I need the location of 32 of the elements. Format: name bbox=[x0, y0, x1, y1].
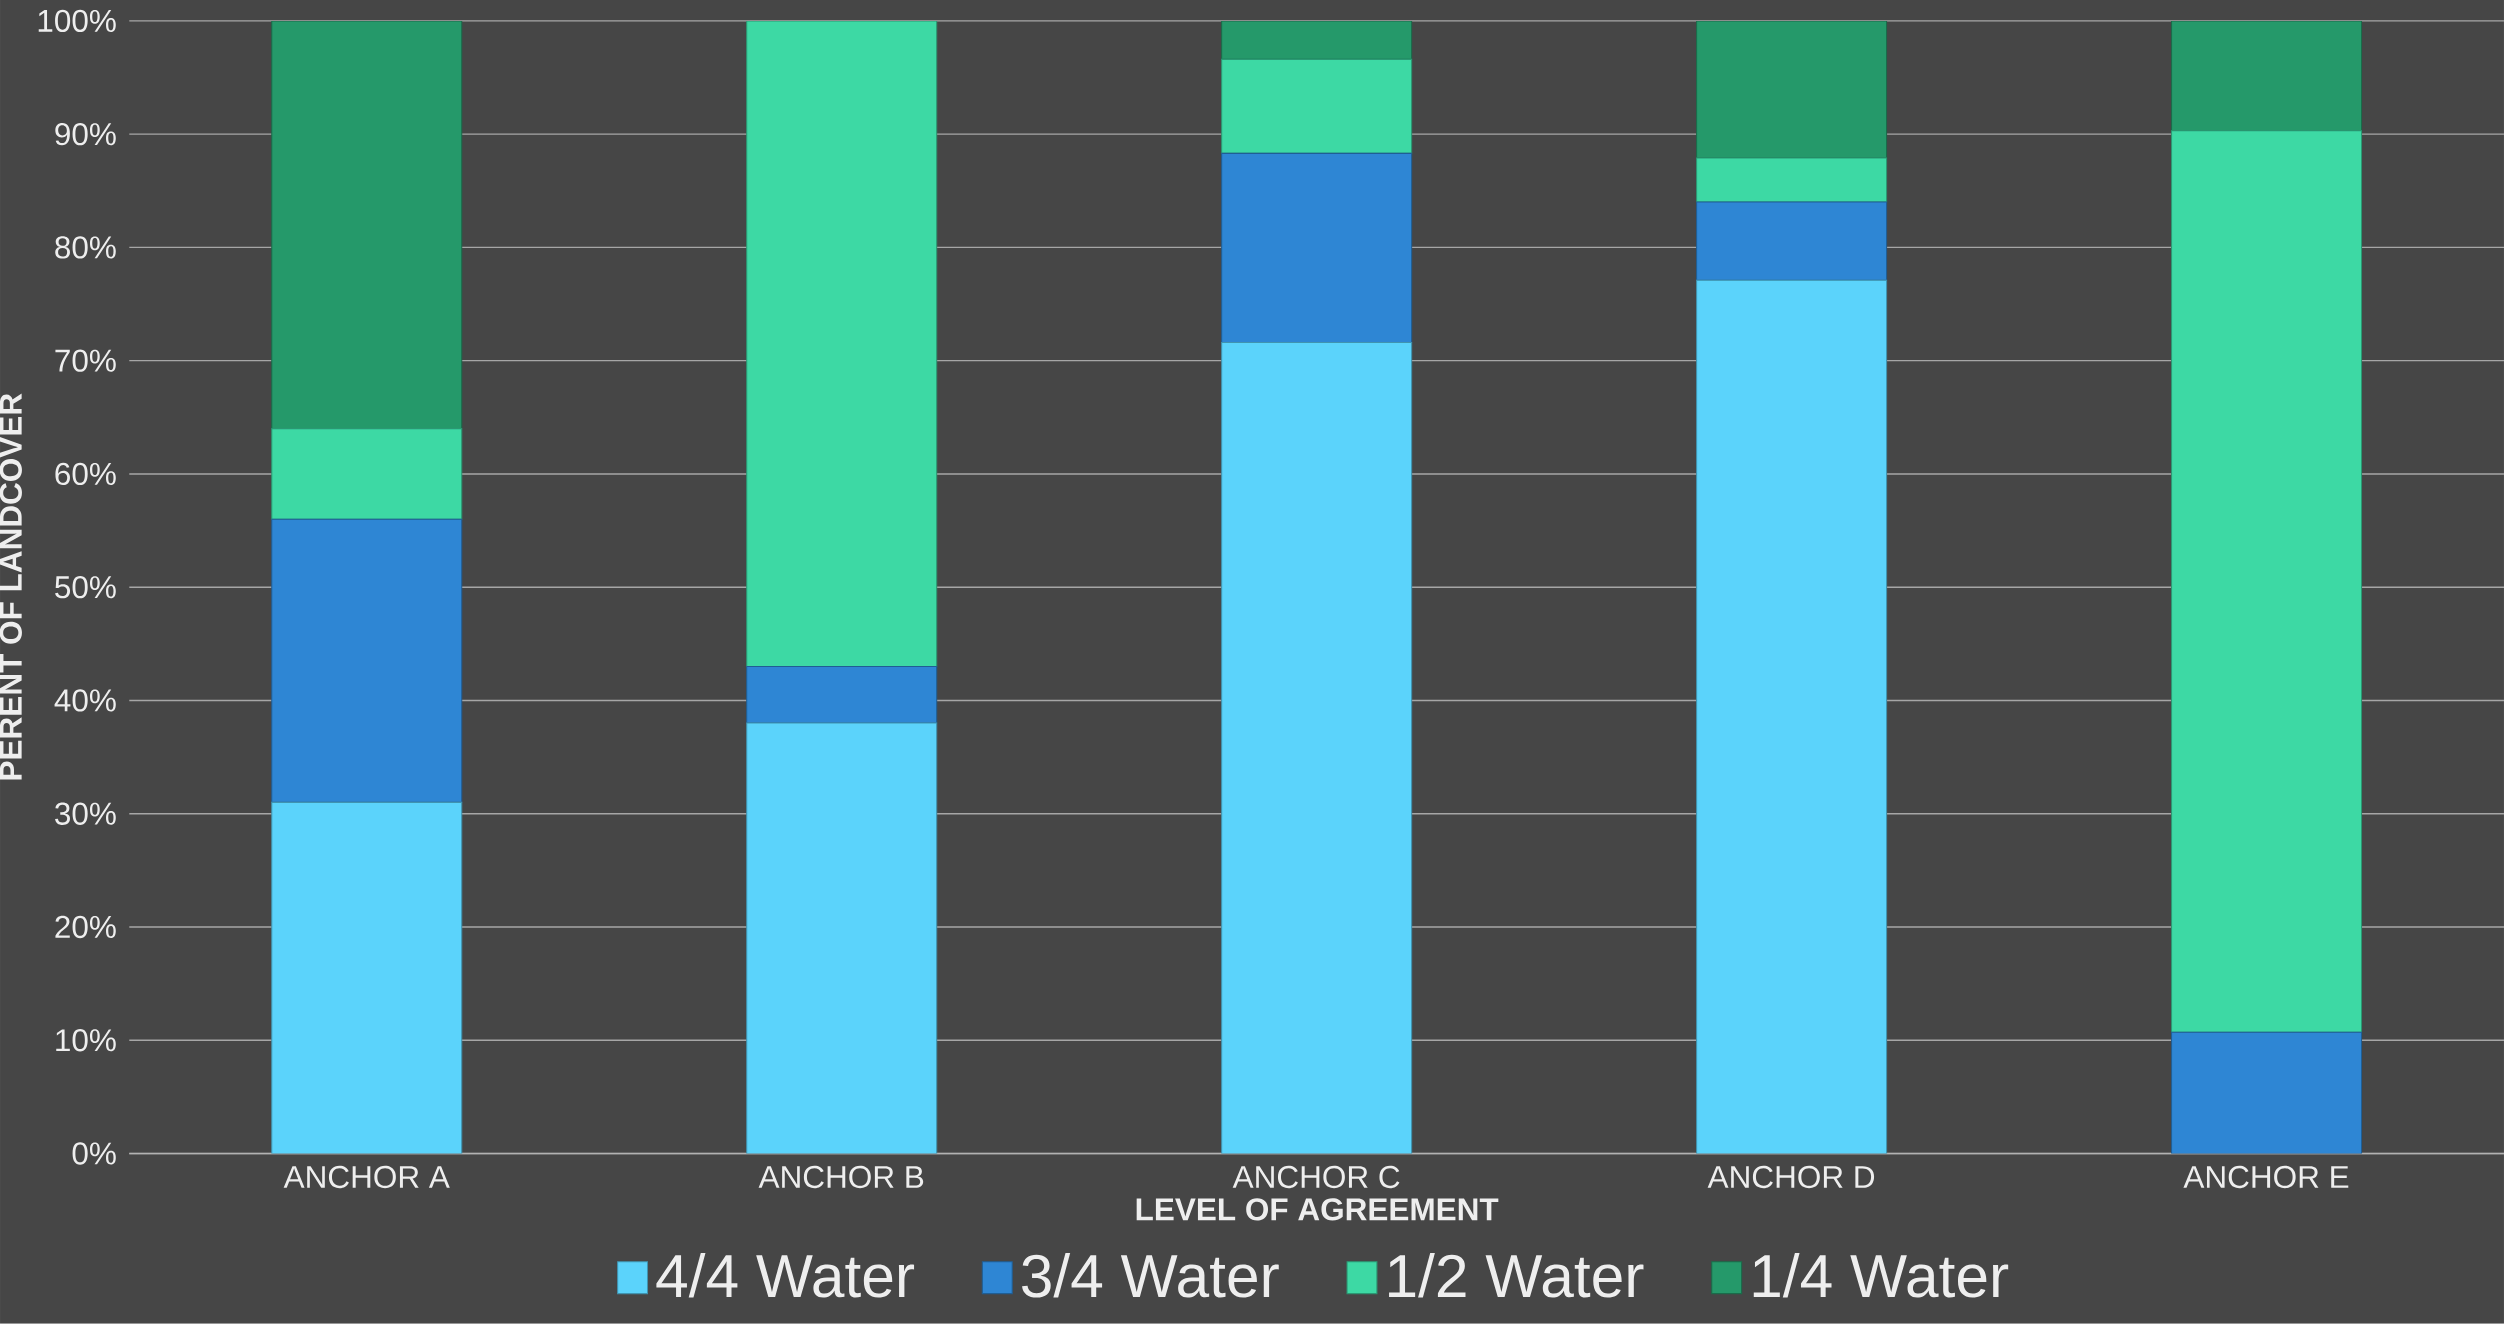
y-tick-label: 90% bbox=[55, 123, 116, 146]
y-tick-label: 80% bbox=[55, 236, 116, 259]
y-axis-title: PERENT OF LANDCOVER bbox=[0, 393, 22, 780]
legend-label: 1/2 Water bbox=[1389, 1253, 1644, 1298]
y-tick-label: 60% bbox=[55, 462, 116, 486]
bar bbox=[746, 20, 938, 668]
x-tick-label: ANCHOR B bbox=[758, 1165, 924, 1189]
y-tick-label: 50% bbox=[55, 576, 116, 599]
y-tick-label: 0% bbox=[72, 1142, 116, 1165]
bar bbox=[1221, 152, 1413, 344]
bar bbox=[2171, 1031, 2363, 1154]
y-tick-label: 30% bbox=[55, 802, 116, 825]
y-tick-label: 70% bbox=[55, 349, 116, 372]
legend-label: 1/4 Water bbox=[1753, 1253, 2009, 1298]
y-tick-label: 20% bbox=[55, 915, 116, 939]
x-tick-label: ANCHOR A bbox=[283, 1165, 450, 1189]
y-tick-label: 100% bbox=[38, 9, 116, 33]
bar bbox=[1696, 279, 1888, 1154]
bar bbox=[746, 666, 938, 724]
x-tick-label: ANCHOR E bbox=[2183, 1165, 2349, 1189]
bar bbox=[746, 722, 938, 1154]
y-tick-label: 10% bbox=[56, 1029, 116, 1052]
y-tick-label: 40% bbox=[54, 689, 116, 712]
x-tick-label: ANCHOR D bbox=[1707, 1165, 1875, 1189]
bar bbox=[271, 801, 463, 1154]
bar bbox=[271, 518, 463, 804]
x-tick-label: ANCHOR C bbox=[1232, 1165, 1400, 1189]
legend-label: 4/4 Water bbox=[656, 1253, 915, 1298]
legend-label: 3/4 Water bbox=[1022, 1253, 1279, 1298]
x-axis-title: LEVEL OF AGREEMENT bbox=[1136, 1198, 1499, 1221]
bar bbox=[1696, 201, 1888, 281]
bar bbox=[1221, 342, 1413, 1154]
